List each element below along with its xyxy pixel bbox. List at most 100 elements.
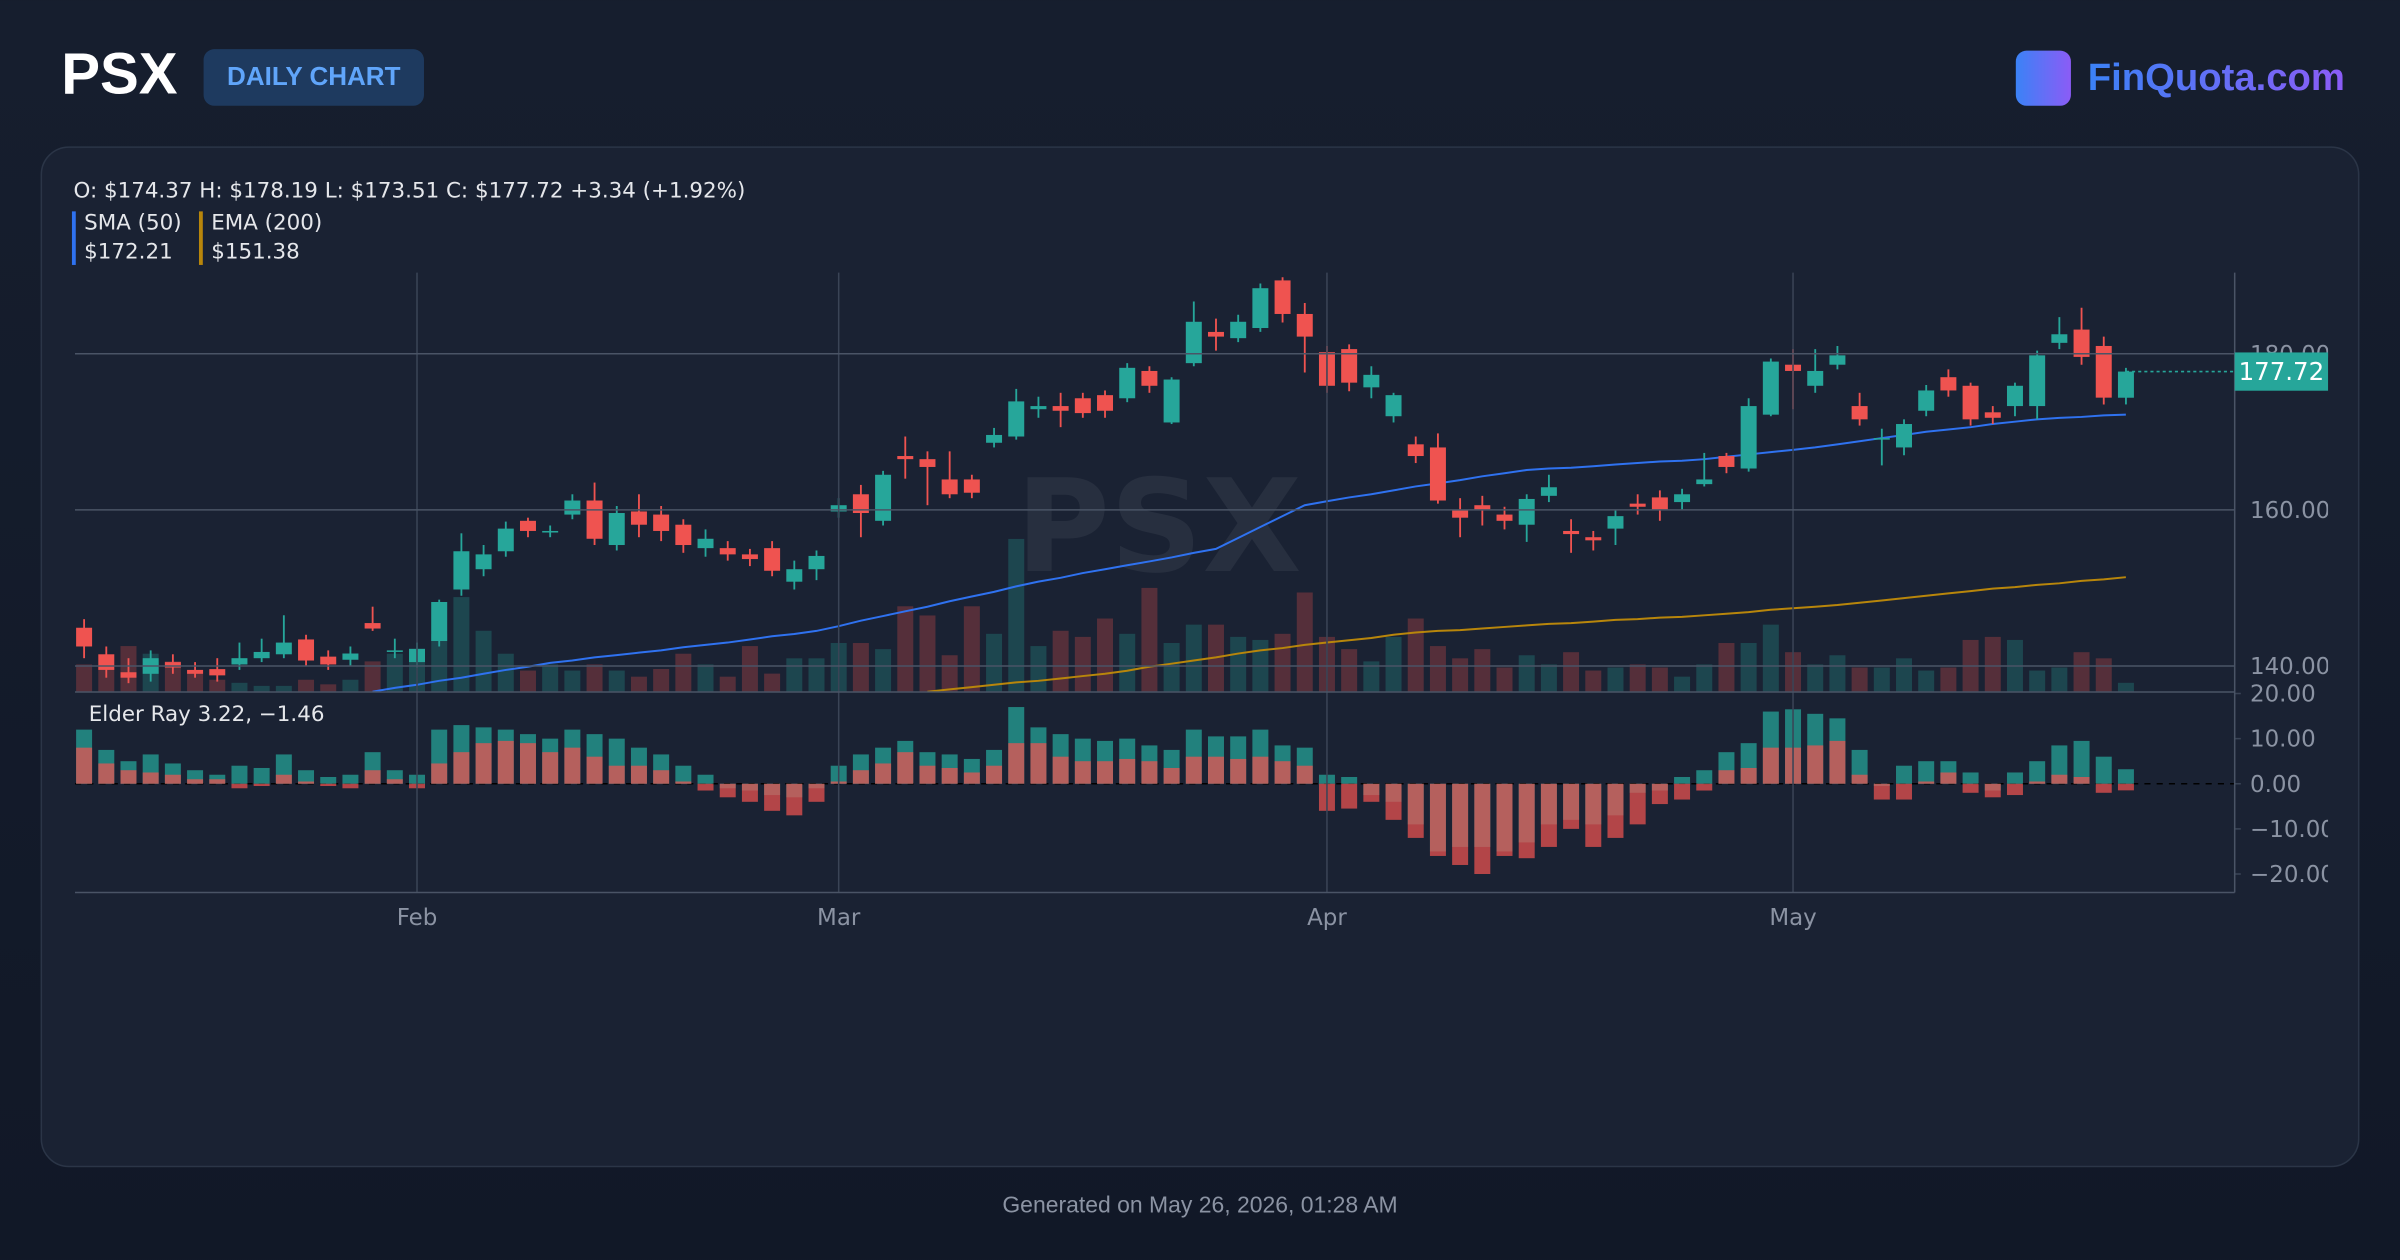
candle-body [386, 650, 403, 652]
candle-body [1363, 374, 1380, 388]
elder-bear-bar [1918, 781, 1935, 784]
candle-body [986, 434, 1003, 443]
volume-bar [519, 670, 536, 692]
volume-bar [253, 685, 270, 692]
elder-bear-bar [1452, 783, 1469, 865]
elder-bull-bar [2029, 761, 2046, 784]
candle-body [564, 500, 581, 515]
elder-bear-bar [364, 770, 381, 784]
volume-bar [1163, 643, 1180, 692]
elder-bear-bar [342, 783, 359, 789]
elder-bear-bar [1008, 743, 1025, 784]
elder-bear-bar [697, 783, 714, 791]
elder-bull-bar [2095, 756, 2112, 784]
candle-body [1208, 331, 1224, 337]
elder-bear-bar [1518, 783, 1535, 859]
candle-body [1740, 406, 1757, 469]
candle-body [253, 651, 270, 659]
elder-bull-bar [1696, 770, 1713, 784]
candle-body [919, 459, 936, 467]
volume-bar [586, 664, 603, 692]
volume-bar [1097, 618, 1114, 692]
elder-bear-bar [1097, 761, 1114, 784]
elder-bull-bar [2006, 772, 2023, 784]
elder-bull-bar [342, 774, 359, 784]
candle-body [342, 653, 359, 660]
badge-text: DAILY CHART [227, 61, 401, 91]
elder-bear-bar [1230, 758, 1247, 784]
volume-bar [364, 661, 381, 692]
candle-body [1097, 395, 1114, 411]
candle-body [1496, 514, 1513, 521]
candle-body [1696, 479, 1713, 485]
candle-body [941, 479, 958, 495]
x-tick-label: May [1769, 905, 1816, 931]
elder-bear-bar [164, 774, 181, 784]
elder-bear-bar [919, 765, 936, 784]
elder-bull-bar [1918, 761, 1935, 784]
candle-body [1407, 444, 1424, 457]
elder-bear-bar [719, 783, 736, 798]
volume-bar [608, 670, 625, 692]
elder-bear-bar [475, 743, 492, 784]
volume-bar [1119, 633, 1136, 692]
candle-body [1918, 390, 1935, 411]
volume-bar [897, 606, 914, 692]
elder-bear-bar [1740, 767, 1757, 784]
candle-body [364, 623, 381, 629]
candle-body [2006, 385, 2023, 407]
elder-bull-bar [253, 767, 270, 784]
candle-body [1563, 530, 1580, 535]
volume-bar [2073, 652, 2090, 692]
volume-bar [1030, 646, 1047, 692]
candle-body [764, 548, 781, 571]
elder-bull-bar [675, 765, 692, 784]
candle-body [542, 530, 559, 533]
volume-bar [231, 682, 248, 692]
elder-tick-label: 10.00 [2250, 727, 2316, 753]
candle-body [1540, 487, 1557, 496]
volume-bar [1607, 667, 1624, 692]
x-tick-label: Apr [1307, 905, 1347, 931]
volume-bar [741, 646, 758, 692]
candle-body [1896, 424, 1912, 448]
footer: Generated on May 26, 2026, 01:28 AM [1002, 1191, 1397, 1217]
volume-bar [2095, 658, 2112, 692]
candle-body [1829, 355, 1846, 365]
elder-bear-bar [1429, 783, 1446, 856]
candle-body [1274, 280, 1291, 314]
elder-bear-bar [2073, 776, 2090, 784]
elder-bear-bar [431, 763, 448, 784]
elder-bear-bar [1984, 783, 2001, 798]
volume-bar [1807, 664, 1824, 692]
last-price-label: 177.72 [2239, 357, 2325, 386]
candle-body [1119, 367, 1136, 399]
volume-bar [1452, 658, 1469, 692]
volume-bar [1052, 630, 1069, 692]
elder-bear-bar [142, 772, 159, 784]
elder-bull-bar [1962, 772, 1979, 784]
candle-body [1030, 406, 1047, 410]
elder-bear-bar [764, 783, 781, 811]
volume-bar [431, 633, 448, 692]
elder-bear-bar [1407, 783, 1424, 838]
candle-body [1474, 505, 1491, 510]
elder-bear-bar [1141, 761, 1158, 784]
candle-body [1629, 503, 1646, 507]
elder-bear-bar [1585, 783, 1602, 847]
volume-bar [875, 649, 892, 692]
y-tick-label: 140.00 [2250, 654, 2330, 680]
elder-bear-bar [1540, 783, 1557, 847]
volume-bar [564, 670, 581, 692]
elder-bear-bar [1341, 783, 1358, 809]
chart: PSX 140.00160.00180.0020.0010.000.00−10.… [71, 211, 2330, 931]
elder-bear-bar [1296, 765, 1313, 784]
volume-bar [852, 643, 869, 692]
volume-bar [209, 679, 226, 692]
volume-bar [1407, 618, 1424, 692]
candle-body [1940, 377, 1957, 391]
elder-bear-bar [630, 765, 647, 784]
elder-bull-bar [231, 765, 248, 784]
elder-bear-bar [808, 783, 825, 802]
candle-body [1984, 412, 2001, 418]
